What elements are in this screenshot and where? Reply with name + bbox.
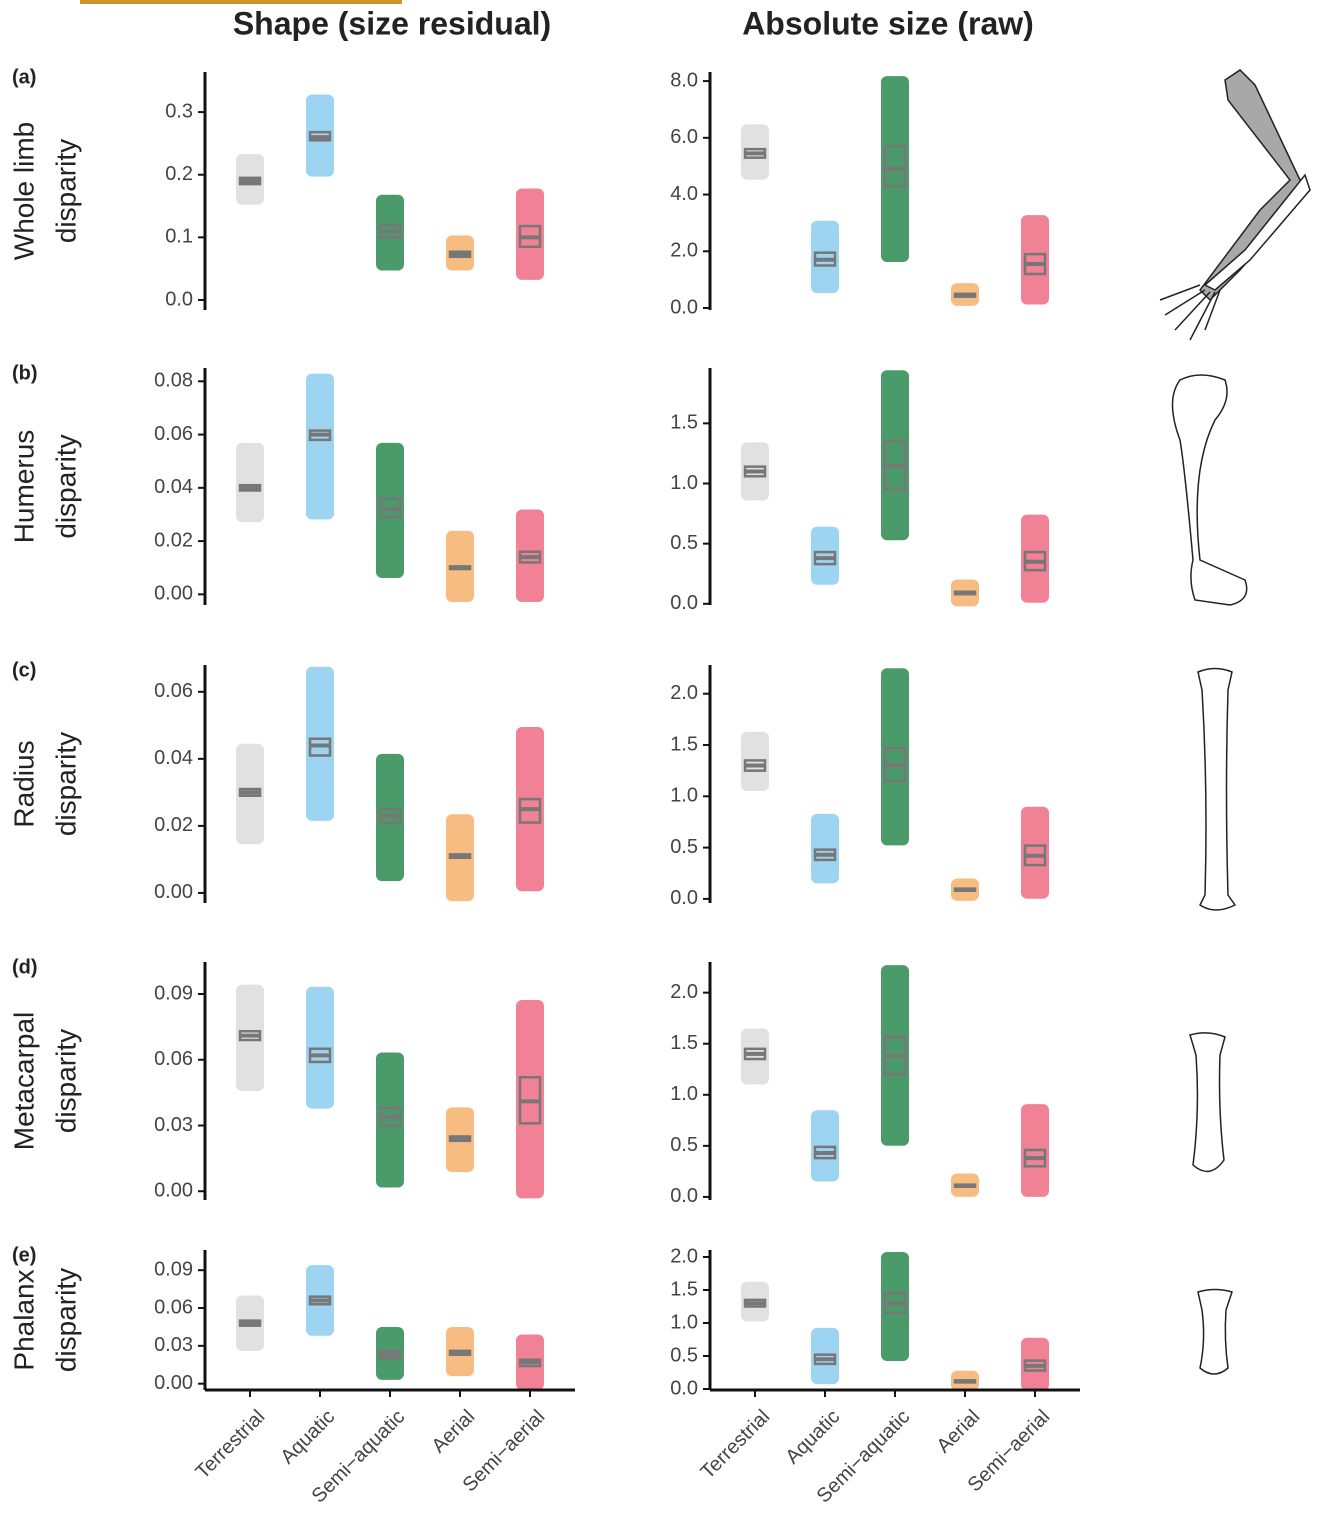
y-tick-label: 0.0 (670, 296, 698, 318)
y-axis-label: disparity (50, 732, 81, 836)
y-tick-label: 1.5 (670, 1032, 698, 1054)
y-axis-label: Radius (8, 740, 39, 827)
y-axis-label: Humerus (8, 430, 39, 544)
y-tick-label: 0.0 (670, 592, 698, 614)
y-tick-label: 0.06 (154, 680, 193, 702)
y-axis-label: Phalanx (8, 1269, 39, 1370)
y-tick-label: 0.08 (154, 370, 193, 392)
y-tick-label: 1.5 (670, 412, 698, 434)
y-tick-label: 0.0 (670, 1377, 698, 1399)
y-tick-label: 1.0 (670, 785, 698, 807)
panel-label: (b) (12, 362, 38, 384)
panel-label: (e) (12, 1244, 36, 1266)
y-tick-label: 0.0 (165, 288, 193, 310)
y-tick-label: 0.0 (670, 887, 698, 909)
y-tick-label: 4.0 (670, 183, 698, 205)
y-tick-label: 8.0 (670, 69, 698, 91)
y-tick-label: 2.0 (670, 981, 698, 1003)
point-cloud (236, 443, 264, 522)
y-tick-label: 0.2 (165, 163, 193, 185)
y-tick-label: 1.5 (670, 1278, 698, 1300)
y-tick-label: 0.03 (154, 1334, 193, 1356)
y-axis-label: disparity (50, 1268, 81, 1372)
y-tick-label: 0.04 (154, 747, 193, 769)
y-tick-label: 2.0 (670, 682, 698, 704)
point-cloud (306, 374, 334, 520)
y-tick-label: 0.00 (154, 1180, 193, 1202)
panel-label: (a) (12, 66, 36, 88)
bone-illustrations (1160, 70, 1310, 1374)
y-tick-label: 0.00 (154, 1372, 193, 1394)
y-axis-label: Metacarpal (8, 1012, 39, 1151)
column-title: Absolute size (raw) (742, 5, 1034, 41)
y-tick-label: 0.5 (670, 1344, 698, 1366)
y-axis-label: Whole limb (8, 122, 39, 260)
panel-label: (c) (12, 659, 36, 681)
y-tick-label: 1.0 (670, 472, 698, 494)
y-tick-label: 0.09 (154, 1258, 193, 1280)
x-tick-label: Aerial (428, 1406, 480, 1458)
y-tick-label: 0.06 (154, 423, 193, 445)
y-tick-label: 6.0 (670, 126, 698, 148)
y-tick-label: 2.0 (670, 1245, 698, 1267)
y-tick-label: 0.02 (154, 814, 193, 836)
y-tick-label: 1.0 (670, 1311, 698, 1333)
y-axis-label: disparity (50, 434, 81, 538)
figure: Shape (size residual) Absolute size (raw… (0, 0, 1317, 1514)
y-tick-label: 0.5 (670, 836, 698, 858)
y-tick-label: 0.5 (670, 532, 698, 554)
y-axis-label: disparity (50, 139, 81, 243)
y-tick-label: 0.06 (154, 1048, 193, 1070)
y-tick-label: 1.5 (670, 733, 698, 755)
y-tick-label: 0.5 (670, 1134, 698, 1156)
x-tick-label: Aquatic (277, 1406, 340, 1469)
y-tick-label: 0.03 (154, 1114, 193, 1136)
x-tick-label: Terrestrial (697, 1406, 775, 1484)
y-tick-label: 0.1 (165, 226, 193, 248)
y-tick-label: 0.06 (154, 1296, 193, 1318)
y-tick-label: 0.00 (154, 881, 193, 903)
header-bar (80, 0, 402, 4)
y-tick-label: 0.04 (154, 476, 193, 498)
y-tick-label: 0.0 (670, 1185, 698, 1207)
y-tick-label: 2.0 (670, 240, 698, 262)
y-axis-label: disparity (50, 1029, 81, 1133)
x-tick-label: Aquatic (782, 1406, 845, 1469)
y-tick-label: 0.3 (165, 100, 193, 122)
y-tick-label: 0.09 (154, 982, 193, 1004)
x-tick-label: Aerial (933, 1406, 985, 1458)
y-tick-label: 0.02 (154, 529, 193, 551)
panel-label: (d) (12, 956, 38, 978)
column-title: Shape (size residual) (233, 5, 551, 41)
y-tick-label: 0.00 (154, 583, 193, 605)
y-tick-label: 1.0 (670, 1083, 698, 1105)
x-tick-label: Terrestrial (192, 1406, 270, 1484)
